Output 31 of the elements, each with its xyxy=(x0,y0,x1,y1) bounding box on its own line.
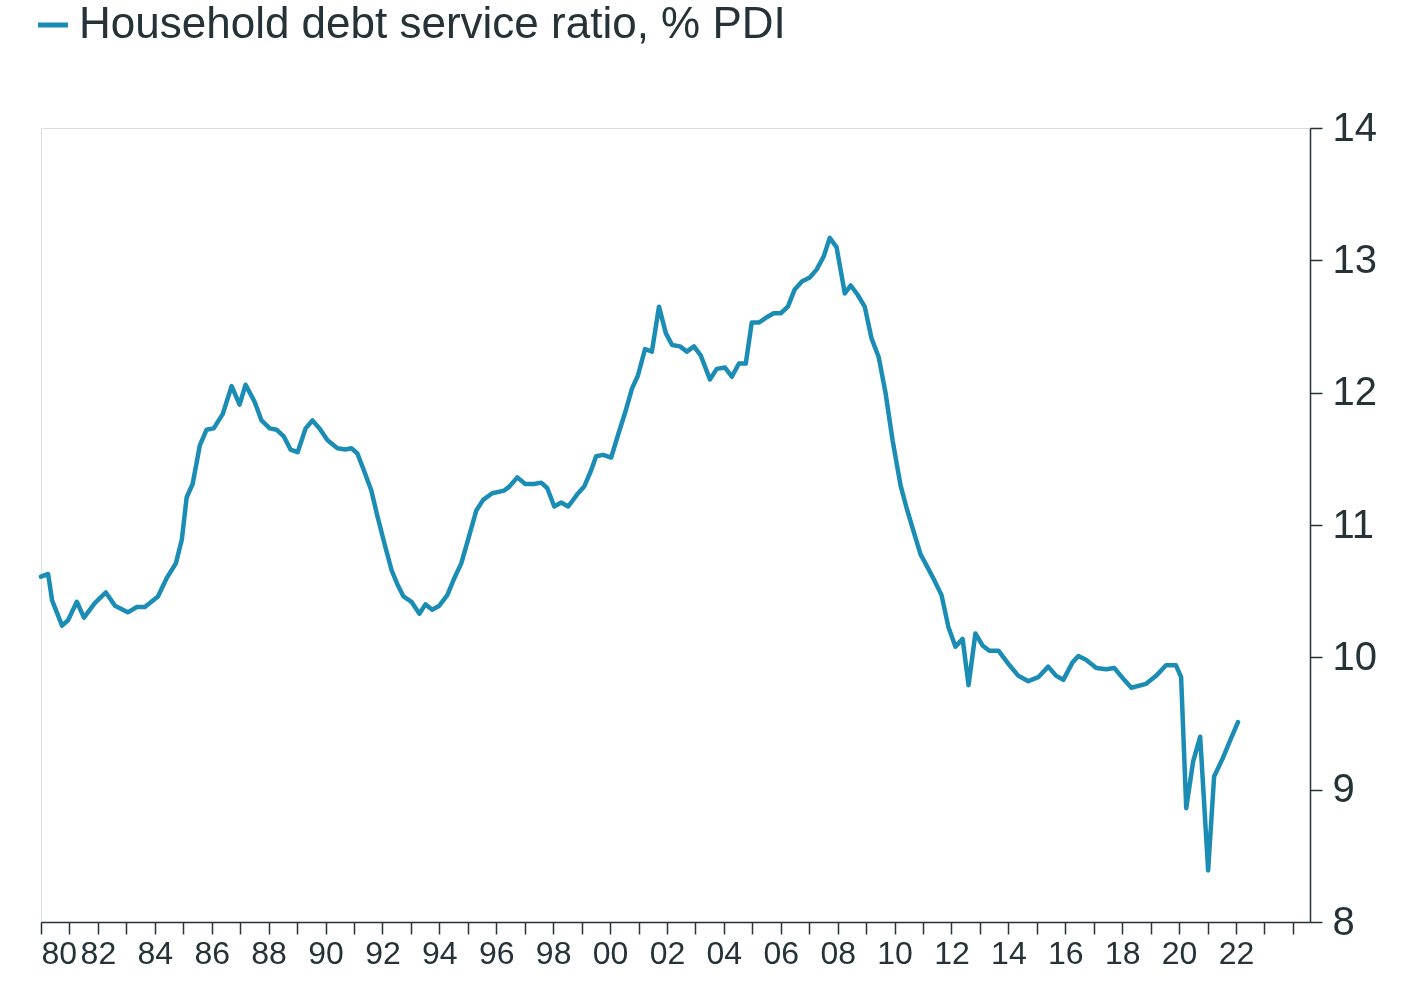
y-tick-label: 9 xyxy=(1332,766,1355,811)
y-tick-label: 13 xyxy=(1332,236,1377,281)
x-tick-label: 80 xyxy=(41,934,78,971)
x-tick-label: 82 xyxy=(80,934,117,971)
x-tick-label: 86 xyxy=(194,934,231,971)
x-tick-label: 16 xyxy=(1048,934,1084,971)
y-tick-label: 14 xyxy=(1332,104,1377,149)
x-tick-label: 84 xyxy=(137,934,174,971)
x-tick-label: 14 xyxy=(991,934,1027,971)
x-tick-label: 90 xyxy=(308,934,344,971)
line-series xyxy=(38,235,1241,873)
y-tick-label: 12 xyxy=(1332,369,1377,414)
y-tick-label: 8 xyxy=(1332,898,1355,943)
x-tick-label: 98 xyxy=(535,934,572,971)
x-tick-label: 04 xyxy=(706,934,743,971)
x-tick-label: 20 xyxy=(1161,934,1198,971)
x-tick-label: 06 xyxy=(763,934,800,971)
x-tick-label: 88 xyxy=(251,934,287,971)
x-tick-label: 94 xyxy=(422,934,458,971)
x-tick-label: 08 xyxy=(820,934,856,971)
x-tick-label: 18 xyxy=(1104,934,1141,971)
x-tick-label: 02 xyxy=(649,934,686,971)
x-tick-label: 10 xyxy=(877,934,913,971)
x-tick-label: 96 xyxy=(478,934,515,971)
y-tick-label: 10 xyxy=(1332,633,1377,678)
legend-label: Household debt service ratio, % PDI xyxy=(79,0,786,47)
x-tick-label: 00 xyxy=(592,934,629,971)
y-tick-label: 11 xyxy=(1332,501,1375,546)
x-tick-label: 12 xyxy=(934,934,970,971)
x-tick-label: 22 xyxy=(1218,934,1255,971)
x-tick-label: 92 xyxy=(365,934,401,971)
